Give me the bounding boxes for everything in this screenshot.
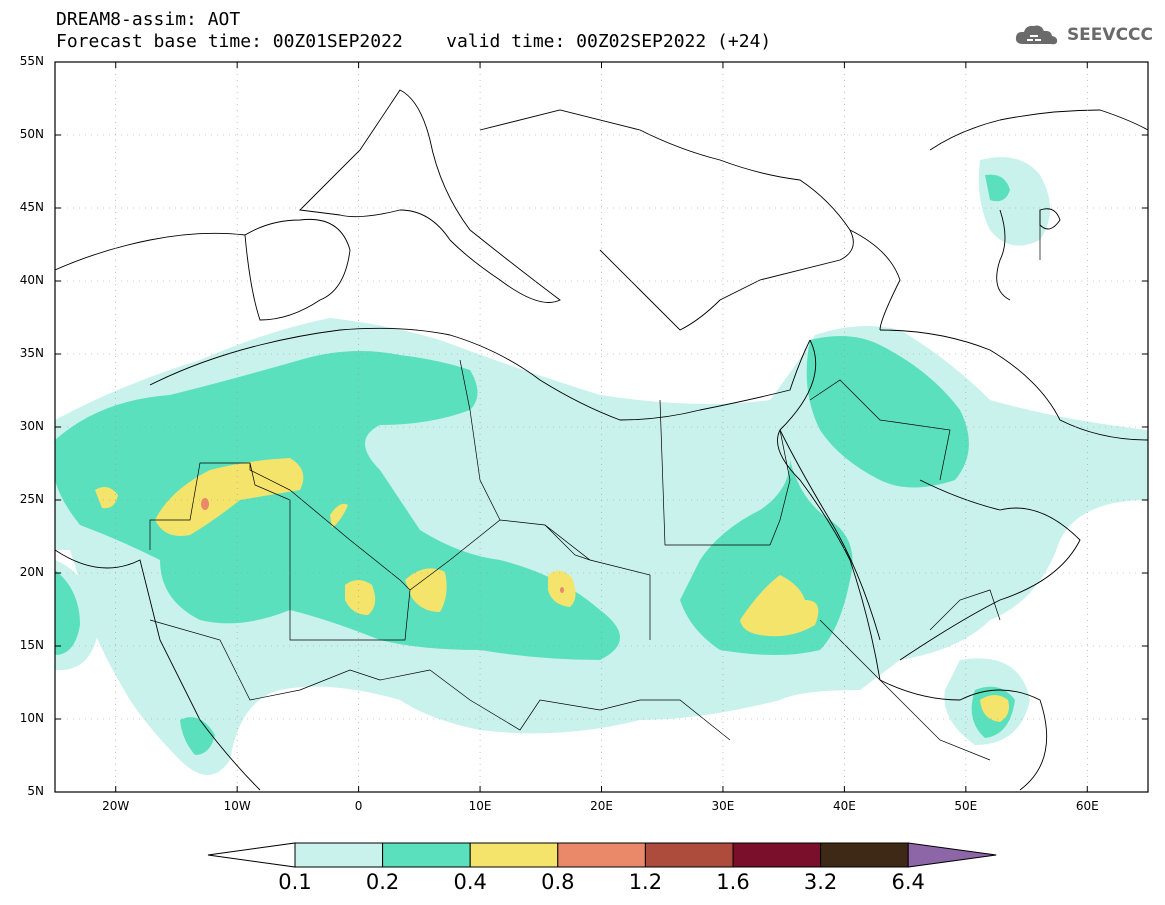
aot-contour-0.4 <box>95 458 1009 722</box>
colorbar-label: 3.2 <box>803 870 838 894</box>
lat-label: 35N <box>19 346 44 360</box>
cloud-icon <box>1015 25 1058 45</box>
colorbar-label: 0.2 <box>365 870 400 894</box>
axis-ticks <box>55 61 1148 793</box>
aot-contour-0.8 <box>201 498 564 593</box>
lat-label: 50N <box>19 127 44 141</box>
lon-label: 30E <box>711 799 735 813</box>
lon-label: 40E <box>832 799 856 813</box>
colorbar-label: 0.8 <box>541 870 575 894</box>
lat-label: 25N <box>19 492 44 506</box>
seevccc-logo: SEEVCCC <box>1013 22 1153 48</box>
lat-label: 10N <box>19 711 44 725</box>
lon-label: 10E <box>468 799 492 813</box>
aot-contour-0.2 <box>55 174 1015 755</box>
colorbar-label: 0.4 <box>453 870 487 894</box>
aot-field <box>55 157 1148 775</box>
lat-label: 55N <box>19 54 44 68</box>
lat-label: 15N <box>19 638 44 652</box>
lat-label: 30N <box>19 419 44 433</box>
lon-label: 10W <box>223 799 251 813</box>
brand-name: SEEVCCC <box>1066 25 1153 45</box>
coastlines <box>55 89 1148 791</box>
lon-label: 20W <box>102 799 130 813</box>
colorbar-label: 1.2 <box>628 870 663 894</box>
lon-label: 50E <box>954 799 978 813</box>
lat-label: 40N <box>19 273 44 287</box>
lat-label: 20N <box>19 565 44 579</box>
map-title: DREAM8-assim: AOT <box>56 9 241 30</box>
lon-label: 0 <box>354 799 363 813</box>
colorbar-label: 1.6 <box>716 870 750 894</box>
country-borders <box>149 210 1041 761</box>
lon-label: 20E <box>590 799 613 813</box>
colorbar-label: 0.1 <box>278 870 312 894</box>
lat-label: 5N <box>27 784 44 798</box>
lat-label: 45N <box>19 200 44 214</box>
colorbar-label: 6.4 <box>891 870 925 894</box>
lon-label: 60E <box>1075 799 1099 813</box>
forecast-time-info: Forecast base time: 00Z01SEP2022 valid t… <box>56 31 772 52</box>
